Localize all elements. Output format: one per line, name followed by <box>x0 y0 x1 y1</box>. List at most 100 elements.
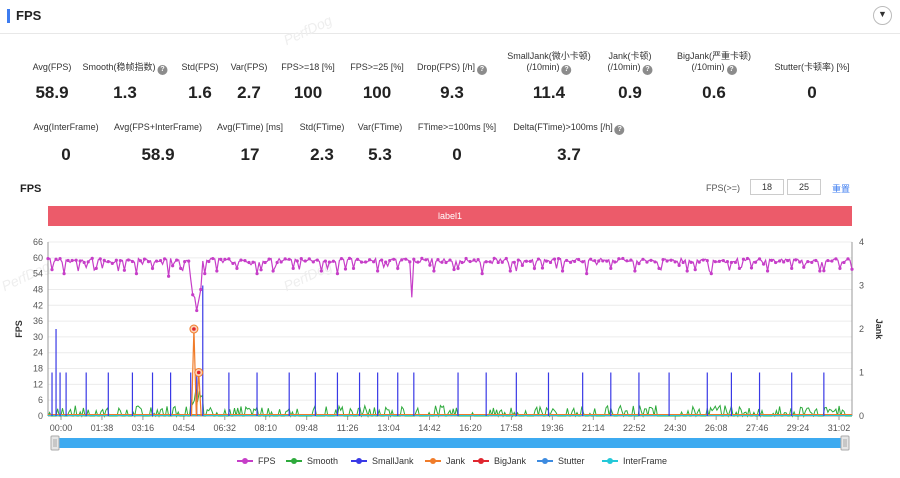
fps-point <box>818 269 822 273</box>
metric-label-text: Var(FPS) <box>230 62 268 72</box>
y2-tick-label: 3 <box>859 281 864 291</box>
fps-point <box>171 264 175 268</box>
fps-point <box>488 260 492 264</box>
fps-point <box>231 261 235 266</box>
fps-point <box>359 260 364 264</box>
metric-fps-18: FPS>=18 [%] 100 <box>281 62 335 102</box>
fps-point <box>830 259 834 263</box>
fps-point <box>355 257 360 261</box>
fps-point <box>94 266 98 270</box>
metric-label-text: BigJank(严重卡顿) <box>676 51 752 61</box>
fps-point <box>70 258 74 263</box>
help-icon[interactable]: ? <box>477 65 488 75</box>
fps-point <box>745 256 750 261</box>
fps-point <box>183 260 187 264</box>
fps-point <box>432 269 436 273</box>
help-icon[interactable]: ? <box>642 65 653 75</box>
fps-point <box>251 260 255 264</box>
metric-label-text: Avg(InterFrame) <box>33 122 99 132</box>
zoom-slider-left-handle[interactable] <box>50 435 60 451</box>
fps-point <box>179 266 183 270</box>
fps-point <box>126 258 130 262</box>
panel-title: FPS <box>16 8 42 23</box>
fps-point <box>436 258 440 262</box>
reset-button[interactable]: 重置 <box>832 184 851 194</box>
series-fps-line <box>48 256 853 311</box>
legend-label: Jank <box>446 456 466 466</box>
fps-point <box>733 260 738 264</box>
y-tick-label: 24 <box>33 348 43 358</box>
zoom-slider-right-handle[interactable] <box>840 435 850 451</box>
fps-point <box>468 259 472 264</box>
metric-value: 1.6 <box>188 83 212 102</box>
fps-point <box>388 258 392 263</box>
legend-item-smalljank[interactable]: SmallJank <box>351 456 414 466</box>
legend-label: InterFrame <box>623 456 668 466</box>
fps-point <box>476 257 480 262</box>
fps-point <box>637 261 641 266</box>
x-tick-label: 22:52 <box>623 423 646 433</box>
fps-point <box>392 257 396 261</box>
fps-point <box>677 263 681 267</box>
fps-point <box>239 258 243 262</box>
chevron-down-icon: ▼ <box>878 9 887 19</box>
legend-item-jank[interactable]: Jank <box>425 456 465 466</box>
metric-label-text: Std(FPS) <box>181 62 219 72</box>
fps-point <box>444 260 448 265</box>
fps-point <box>62 272 66 276</box>
fps-point <box>138 259 143 263</box>
fps-point <box>560 269 565 273</box>
fps-point <box>544 259 549 263</box>
metric-label: FTime>=100ms [%] <box>418 122 496 133</box>
fps-point <box>440 260 444 264</box>
fps-point <box>267 257 271 261</box>
metric-label-text: Avg(FPS) <box>32 62 72 72</box>
fps-point <box>347 256 352 261</box>
metric-value: 0.9 <box>618 83 642 102</box>
chart-title: FPS <box>20 183 42 195</box>
fps-point <box>761 262 766 266</box>
fps-point <box>227 257 231 261</box>
legend-item-bigjank[interactable]: BigJank <box>473 456 526 466</box>
metric-label-text: SmallJank(微小卡顿) <box>507 51 591 61</box>
fps-point <box>368 258 372 262</box>
metric-label: Jank(卡顿) (/10min)? <box>607 51 653 75</box>
help-icon[interactable]: ? <box>726 65 737 75</box>
legend-dot <box>291 457 297 464</box>
help-icon[interactable]: ? <box>561 65 572 75</box>
legend-item-interframe[interactable]: InterFrame <box>602 456 667 466</box>
fps-point <box>484 260 488 264</box>
fps-point <box>770 258 774 262</box>
help-icon[interactable]: ? <box>157 65 168 75</box>
fps-threshold-1-input[interactable] <box>750 179 784 195</box>
legend-item-stutter[interactable]: Stutter <box>537 456 585 466</box>
y-tick-label: 30 <box>33 332 43 342</box>
fps-point <box>585 272 589 276</box>
fps-point <box>685 269 689 273</box>
fps-threshold-label: FPS(>=) <box>706 183 741 193</box>
fps-point <box>617 257 621 261</box>
fps-point <box>681 260 685 265</box>
fps-point <box>275 260 279 265</box>
metric-fps-25: FPS>=25 [%] 100 <box>350 62 404 102</box>
fps-threshold-2-input[interactable] <box>787 179 821 195</box>
fps-point <box>223 257 227 261</box>
fps-point <box>822 269 826 273</box>
y-tick-label: 12 <box>33 379 43 389</box>
fps-point <box>404 257 408 261</box>
zoom-slider-track[interactable] <box>52 438 848 448</box>
help-icon[interactable]: ? <box>614 125 625 135</box>
label-band[interactable]: label1 <box>48 206 852 226</box>
fps-point <box>219 257 223 261</box>
fps-point <box>291 266 295 270</box>
collapse-button[interactable]: ▼ <box>873 6 892 25</box>
fps-point <box>295 259 299 263</box>
fps-point <box>448 258 452 262</box>
fps-point <box>319 269 323 273</box>
legend-item-smooth[interactable]: Smooth <box>286 456 338 466</box>
metric-label: Stutter(卡顿率) [%] <box>774 62 849 73</box>
fps-point <box>384 260 388 264</box>
fps-point <box>102 258 106 262</box>
legend-item-fps[interactable]: FPS <box>237 456 276 466</box>
